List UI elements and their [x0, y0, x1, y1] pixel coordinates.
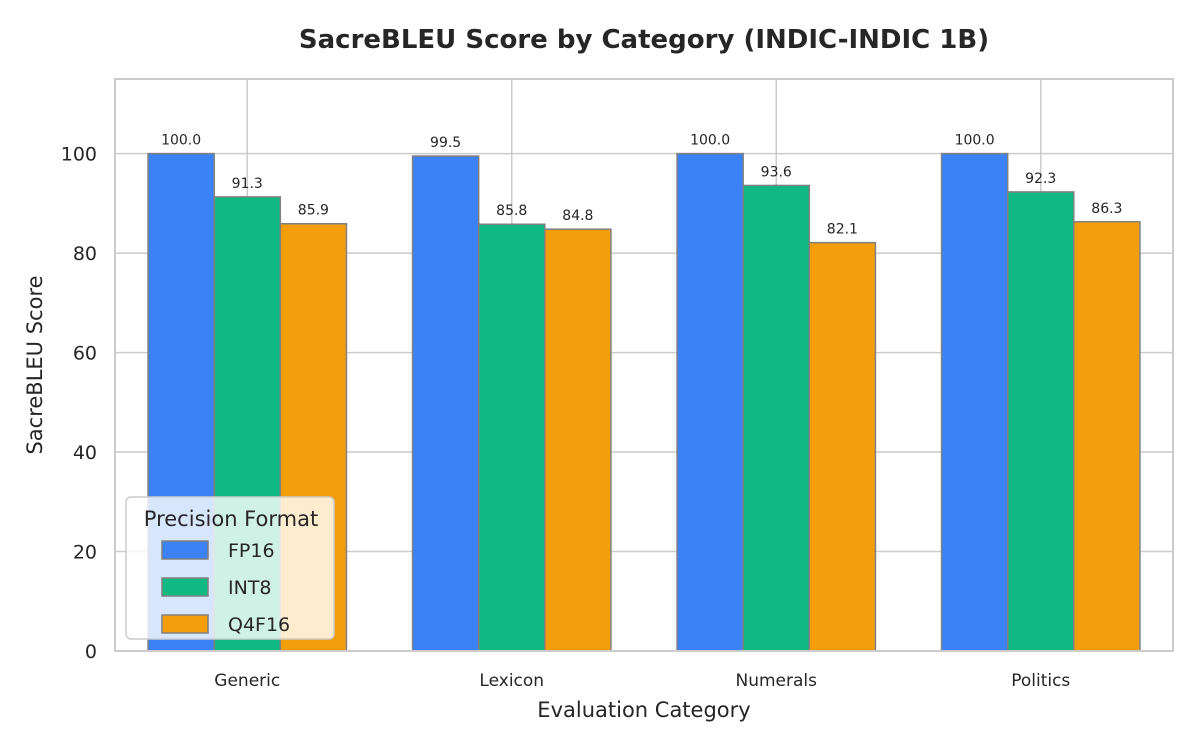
bar-value-label: 91.3	[232, 176, 263, 192]
data-labels: 100.0 91.3 85.9 99.5 85.8 84.8 100.0 93.6 82.1 10…	[161, 133, 1122, 238]
legend-box	[125, 496, 335, 640]
y-tick-label: 40	[73, 442, 97, 464]
bar-value-label: 100.0	[690, 133, 730, 149]
bar-lexicon-fp16	[411, 155, 480, 652]
y-axis-label: SacreBLEU Score	[23, 275, 47, 454]
y-tick-label: 20	[73, 542, 97, 564]
bar-value-label: 82.1	[827, 222, 858, 238]
bar-lexicon-q4f16	[544, 228, 612, 652]
x-tick-label-numerals: Numerals	[736, 671, 818, 691]
plot-frame	[114, 78, 1174, 652]
bar-numerals-int8	[742, 184, 811, 652]
bar-value-label: 85.9	[298, 203, 329, 219]
legend-swatch-q4f16	[161, 614, 209, 634]
bar-value-label: 85.8	[496, 203, 527, 219]
legend-title: Precision Format	[144, 507, 318, 531]
legend-label-fp16: FP16	[228, 540, 275, 562]
bar-value-label: 93.6	[761, 164, 792, 180]
x-tick-label-politics: Politics	[1011, 671, 1070, 691]
bar-value-label: 100.0	[955, 133, 995, 149]
legend-label-q4f16: Q4F16	[228, 614, 290, 636]
bar-numerals-q4f16	[808, 241, 877, 652]
tick-labels: 0 20 40 60 80 100 Generic Lexicon Numerals Politi…	[61, 144, 1071, 691]
y-tick-label: 80	[73, 243, 97, 265]
bar-value-label: 86.3	[1091, 201, 1122, 217]
x-tick-label-generic: Generic	[214, 671, 280, 691]
y-tick-label: 100	[61, 144, 97, 166]
bar-value-label: 100.0	[161, 133, 201, 149]
bar-politics-int8	[1006, 191, 1075, 652]
y-tick-label: 0	[85, 641, 97, 663]
x-tick-label-lexicon: Lexicon	[479, 671, 544, 691]
bar-value-label: 99.5	[430, 135, 461, 151]
legend: Precision Format FP16 INT8 Q4F16	[125, 496, 335, 640]
legend-swatch-fp16	[161, 540, 209, 560]
legend-swatch-int8	[161, 577, 209, 597]
bar-numerals-fp16	[676, 152, 744, 652]
legend-label-int8: INT8	[228, 577, 272, 599]
bar-politics-q4f16	[1073, 221, 1141, 652]
chart-title: SacreBLEU Score by Category (INDIC-INDIC…	[299, 25, 989, 55]
x-axis-label: Evaluation Category	[537, 698, 750, 722]
bar-lexicon-int8	[477, 223, 546, 652]
bar-value-label: 84.8	[562, 208, 593, 224]
legend-items: FP16 INT8 Q4F16	[161, 540, 290, 636]
bar-value-label: 92.3	[1025, 171, 1056, 187]
bar-politics-fp16	[940, 152, 1009, 652]
y-tick-label: 60	[73, 343, 97, 365]
